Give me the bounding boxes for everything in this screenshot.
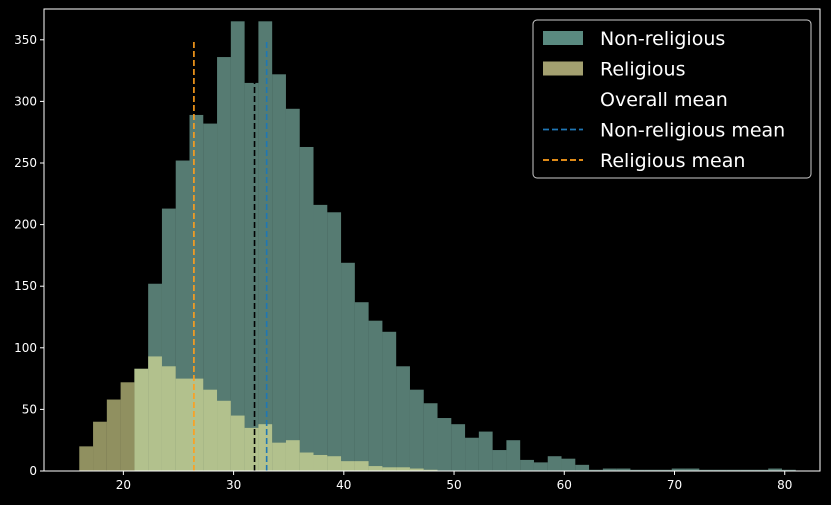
bar bbox=[396, 467, 410, 471]
bar bbox=[561, 458, 576, 471]
bar bbox=[230, 415, 245, 471]
bar bbox=[244, 427, 259, 471]
bar bbox=[409, 389, 424, 471]
histogram-bars bbox=[79, 21, 796, 472]
legend-label: Non-religious bbox=[600, 28, 725, 50]
bar bbox=[230, 21, 245, 471]
y-tick-label: 50 bbox=[22, 402, 37, 416]
bar bbox=[616, 468, 631, 471]
bar bbox=[671, 468, 686, 471]
y-tick-label: 150 bbox=[14, 279, 37, 293]
series-religious bbox=[79, 356, 438, 471]
y-axis-ticks: 0 50 100 150 200 250 300 350 bbox=[14, 33, 44, 478]
bar bbox=[368, 320, 383, 471]
bar bbox=[437, 418, 452, 471]
x-tick-label: 60 bbox=[557, 478, 572, 492]
bar bbox=[423, 469, 438, 471]
bar bbox=[285, 108, 300, 472]
bar bbox=[189, 378, 204, 471]
bar bbox=[299, 146, 314, 471]
bar bbox=[630, 469, 645, 471]
bar bbox=[313, 454, 328, 471]
bar bbox=[272, 74, 286, 472]
y-tick-label: 0 bbox=[29, 464, 37, 478]
bar bbox=[575, 464, 590, 471]
bar bbox=[382, 331, 397, 471]
bar bbox=[148, 356, 162, 471]
bar bbox=[244, 82, 259, 472]
bar bbox=[354, 302, 369, 471]
bar bbox=[382, 467, 397, 471]
x-tick-label: 20 bbox=[116, 478, 131, 492]
legend-label: Religious bbox=[600, 59, 686, 81]
bar bbox=[423, 403, 438, 471]
y-tick-label: 250 bbox=[14, 156, 37, 170]
bar bbox=[106, 399, 121, 471]
bar bbox=[93, 421, 107, 471]
bar bbox=[258, 21, 273, 471]
bar bbox=[79, 446, 94, 471]
bar bbox=[740, 469, 755, 471]
x-tick-label: 30 bbox=[226, 478, 241, 492]
bar bbox=[547, 456, 562, 471]
bar bbox=[354, 461, 369, 471]
bar bbox=[409, 468, 424, 471]
bar bbox=[203, 389, 218, 471]
bar bbox=[657, 469, 672, 471]
bar bbox=[341, 461, 355, 471]
bar bbox=[161, 366, 176, 471]
bar bbox=[134, 368, 149, 471]
bar bbox=[272, 442, 286, 471]
axes-frame bbox=[43, 8, 821, 472]
x-tick-label: 40 bbox=[336, 478, 351, 492]
bar bbox=[478, 431, 493, 471]
legend-label: Non-religious mean bbox=[600, 120, 785, 142]
bar bbox=[768, 468, 782, 471]
y-tick-label: 350 bbox=[14, 33, 37, 47]
x-tick-label: 70 bbox=[667, 478, 682, 492]
bar bbox=[258, 424, 273, 471]
bar bbox=[644, 469, 658, 471]
bar bbox=[781, 469, 796, 471]
bar bbox=[203, 123, 218, 472]
legend-swatch bbox=[543, 31, 583, 45]
bar bbox=[120, 382, 135, 471]
bar bbox=[175, 378, 190, 471]
y-tick-label: 300 bbox=[14, 94, 37, 108]
bar bbox=[368, 466, 383, 471]
bar bbox=[685, 468, 700, 471]
bar bbox=[726, 469, 741, 471]
y-tick-label: 100 bbox=[14, 341, 37, 355]
bar bbox=[327, 456, 342, 471]
bar bbox=[285, 440, 300, 471]
bar bbox=[341, 262, 355, 471]
legend: Non-religious Religious Overall mean Non-re… bbox=[532, 19, 812, 179]
bar bbox=[754, 469, 769, 471]
bar bbox=[589, 469, 603, 471]
bar bbox=[506, 440, 521, 471]
x-tick-label: 80 bbox=[777, 478, 792, 492]
legend-label: Overall mean bbox=[600, 89, 728, 111]
x-axis-ticks: 20 30 40 50 60 70 80 bbox=[116, 471, 792, 492]
legend-label: Religious mean bbox=[600, 150, 745, 172]
bar bbox=[520, 459, 534, 471]
bar bbox=[217, 57, 231, 471]
legend-swatch bbox=[543, 61, 583, 76]
bar bbox=[602, 468, 617, 471]
bar bbox=[396, 366, 410, 471]
bar bbox=[492, 450, 507, 471]
bar bbox=[327, 212, 342, 471]
bar bbox=[299, 452, 314, 471]
bar bbox=[465, 437, 479, 471]
bar bbox=[699, 469, 714, 471]
bar bbox=[313, 204, 328, 471]
y-tick-label: 200 bbox=[14, 218, 37, 232]
x-tick-label: 50 bbox=[446, 478, 461, 492]
bar bbox=[713, 469, 727, 471]
bar bbox=[533, 462, 548, 471]
bar bbox=[451, 424, 466, 471]
bar bbox=[217, 400, 231, 471]
legend-box bbox=[532, 19, 812, 179]
